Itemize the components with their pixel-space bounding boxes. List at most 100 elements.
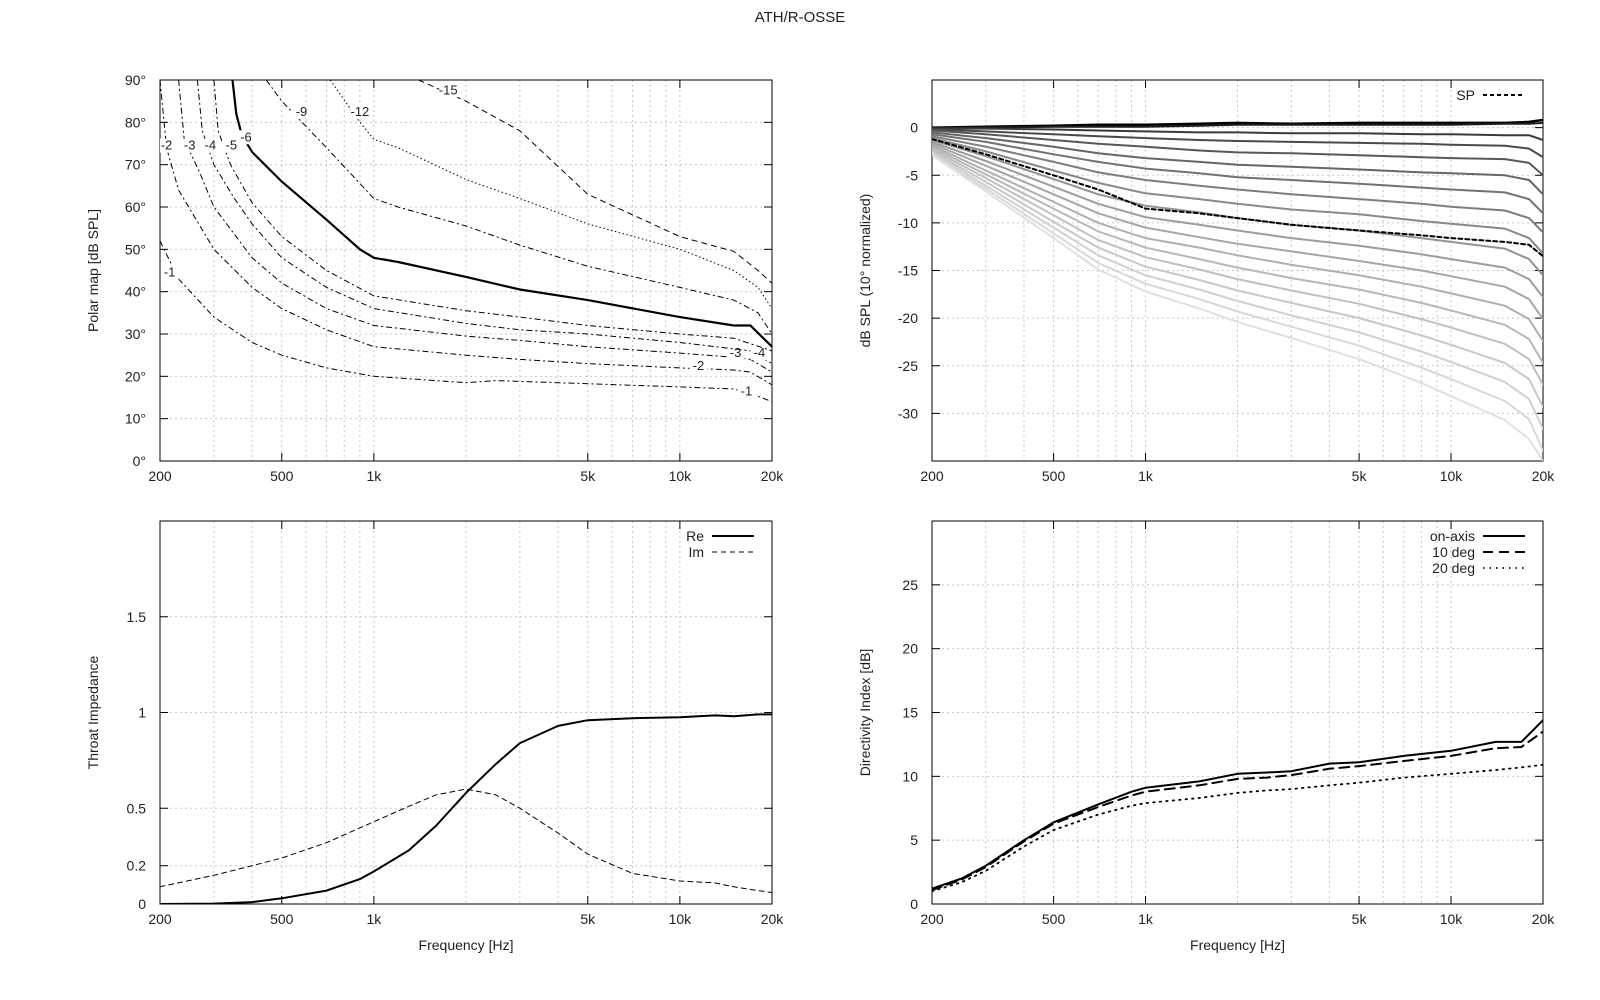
contour-label-bg [160,265,179,280]
contour-label-bg [350,104,369,119]
y-tick-label: 10 [902,768,918,784]
y-axis-label: Directivity Index [dB] [857,649,873,777]
contour-label: -3 [730,345,742,360]
x-tick-label: 200 [148,468,172,484]
series-line [932,144,1543,342]
contour-label-bg [689,358,708,373]
y-tick-label: 0 [910,120,918,136]
x-tick-label: 20k [761,468,785,484]
y-axis-label: dB SPL (10° normalized) [857,194,873,348]
contour-label-bg [737,384,756,399]
contour-label: -3 [184,138,196,153]
x-tick-label: 1k [366,911,382,927]
y-tick-label: 70° [125,157,146,173]
y-tick-label: -25 [898,358,918,374]
legend-label: 20 deg [1432,560,1475,576]
contour-label-bg [160,138,176,153]
x-tick-label: 1k [366,468,382,484]
x-tick-label: 10k [669,911,693,927]
y-tick-label: 0.2 [127,858,147,874]
y-tick-label: -30 [898,405,918,421]
contour-line [160,80,772,386]
contour-line [265,80,772,335]
y-tick-label: -10 [898,215,918,231]
series-line [932,138,1543,258]
series-line [932,730,1543,891]
series-line [932,763,1543,893]
contour-label: -6 [240,129,252,144]
series-line [932,719,1543,890]
y-axis-label: Throat Impedance [85,655,101,769]
y-tick-label: 90° [125,72,146,88]
y-tick-label: 0 [138,896,146,912]
x-tick-label: 20k [1532,911,1556,927]
plot-frame [159,79,773,462]
contour-label-bg [236,130,255,145]
contour-label: -4 [205,138,217,153]
contour-label: -4 [754,345,766,360]
contour-label-bg [439,83,458,98]
x-tick-label: 200 [920,468,944,484]
contour-label-bg [201,138,220,153]
y-tick-label: 25 [902,577,918,593]
contour-label: -2 [161,138,173,153]
plot-data-area: -1 -1 -2 -2 -3 -3 -4 -4 -5-6 -9 -12 -15 [160,80,772,403]
contour-line [196,80,772,365]
contour-line [178,80,772,373]
series-line [932,131,1543,196]
contour-label: -5 [226,138,238,153]
y-tick-label: -15 [898,263,918,279]
legend-label: Im [688,544,704,560]
y-tick-label: 30° [125,326,146,342]
x-tick-label: 10k [1440,911,1464,927]
y-tick-label: 10° [125,411,146,427]
x-tick-label: 1k [1138,911,1154,927]
y-tick-label: -5 [906,167,919,183]
y-tick-label: 0 [910,896,918,912]
x-tick-label: 500 [270,911,294,927]
series-line [932,137,1543,255]
y-tick-label: 20° [125,368,146,384]
contour-label-bg [750,346,769,361]
contour-label: -12 [350,104,369,119]
plot-data-area [932,719,1543,893]
contour-label: -1 [164,265,176,280]
x-axis-label: Frequency [Hz] [1190,937,1285,953]
x-tick-label: 5k [580,911,596,927]
polar-map-chart: 200 500 1k 5k 10k 20k 0° 10° 20° 30° 40° 50° 60° 70° 8… [85,72,784,484]
y-tick-label: 80° [125,114,146,130]
series-line [932,154,1543,461]
y-tick-label: -20 [898,310,918,326]
contour-label: -2 [693,358,705,373]
x-tick-label: 10k [669,468,693,484]
contour-label-bg [222,138,241,153]
y-tick-label: 5 [910,832,918,848]
x-tick-label: 500 [270,468,294,484]
x-tick-label: 5k [580,468,596,484]
legend-label: 10 deg [1432,544,1475,560]
y-tick-label: 0.5 [127,800,147,816]
series-line [932,118,1543,129]
x-tick-label: 500 [1042,468,1066,484]
legend-label: Re [686,528,704,544]
figure-title: ATH/R-OSSE [755,9,846,26]
series-line [932,151,1543,430]
directivity-index-chart: 200 500 1k 5k 10k 20k 0 5 10 15 20 25 Directivity In… [857,520,1556,953]
y-tick-label: 1.5 [127,609,147,625]
x-tick-label: 1k [1138,468,1154,484]
series-line [932,142,1543,321]
series-line [932,129,1543,177]
throat-impedance-chart: 200 500 1k 5k 10k 20k 0 0.2 0.5 1 1.5 Throat Impeda… [85,520,785,953]
y-tick-label: 40° [125,284,146,300]
x-tick-label: 200 [920,911,944,927]
series-line [932,148,1543,386]
series-line [160,788,772,893]
series-line [932,121,1543,129]
series-line [932,150,1543,408]
x-tick-label: 20k [1532,468,1556,484]
contour-label: -15 [439,83,458,98]
series-line [932,140,1543,299]
plot-data-area [160,713,772,904]
contour-line [231,80,772,348]
x-tick-label: 20k [761,911,785,927]
